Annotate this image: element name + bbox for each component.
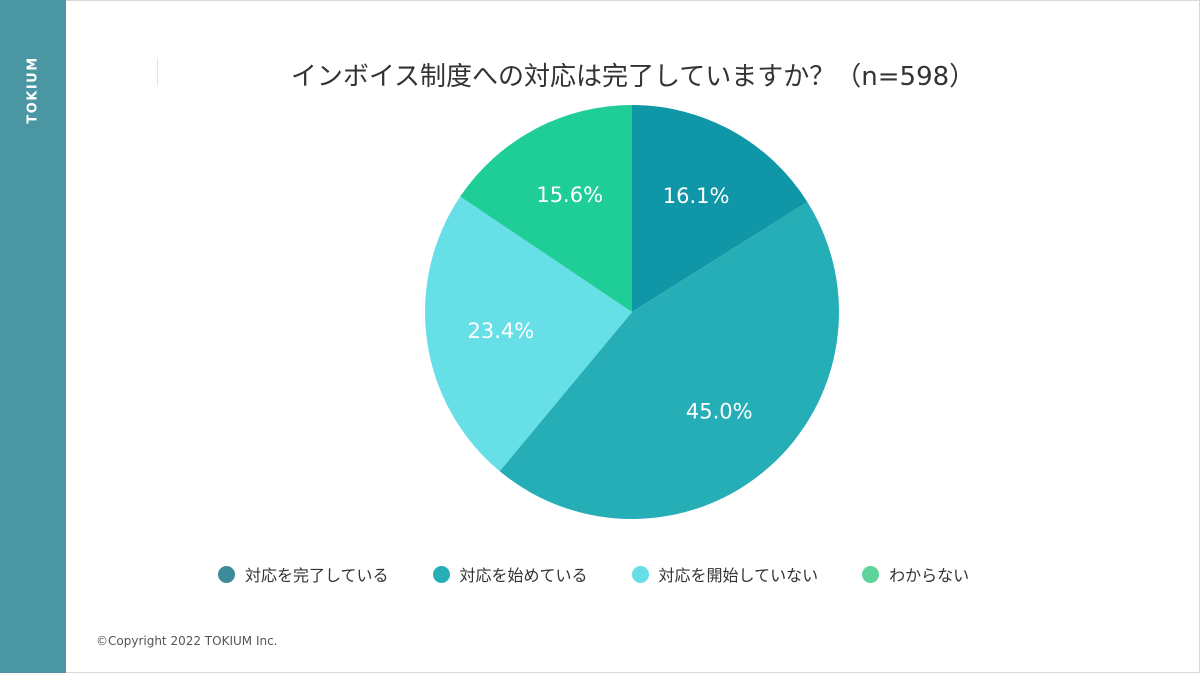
- legend-swatch-2: [432, 565, 450, 583]
- chart-title: インボイス制度への対応は完了していますか？（n=598）: [290, 62, 976, 92]
- data-label-1: 16.1%: [663, 184, 730, 208]
- pie-data-labels: 16.1% 45.0% 23.4% 15.6%: [468, 183, 753, 424]
- legend-label-4: わからない: [889, 566, 970, 585]
- pie-slice-4: [460, 105, 632, 312]
- copyright: ©Copyright 2022 TOKIUM Inc.: [96, 634, 278, 648]
- legend-swatch-4: [862, 565, 880, 583]
- side-band: TOKIUM: [0, 0, 66, 673]
- pie-slice-1: [632, 105, 808, 312]
- legend-swatch-3: [631, 565, 649, 583]
- data-label-2: 45.0%: [686, 400, 753, 424]
- legend-label-2: 対応を始めている: [459, 566, 588, 585]
- legend: 対応を完了している 対応を始めている 対応を開始していない わからない: [218, 562, 969, 586]
- legend-label-3: 対応を開始していない: [658, 566, 819, 585]
- legend-item-1: 対応を完了している: [218, 562, 389, 586]
- legend-item-3: 対応を開始していない: [631, 562, 819, 586]
- data-label-4: 15.6%: [536, 183, 603, 207]
- data-label-3: 23.4%: [468, 319, 535, 343]
- pie-slice-3: [425, 196, 632, 472]
- title-tick: [157, 58, 158, 86]
- legend-item-4: わからない: [862, 562, 969, 586]
- legend-swatch-1: [218, 565, 235, 583]
- pie-slices: [425, 105, 840, 520]
- legend-item-2: 対応を始めている: [432, 562, 588, 586]
- legend-label-1: 対応を完了している: [245, 566, 389, 585]
- pie-slice-2: [499, 202, 840, 520]
